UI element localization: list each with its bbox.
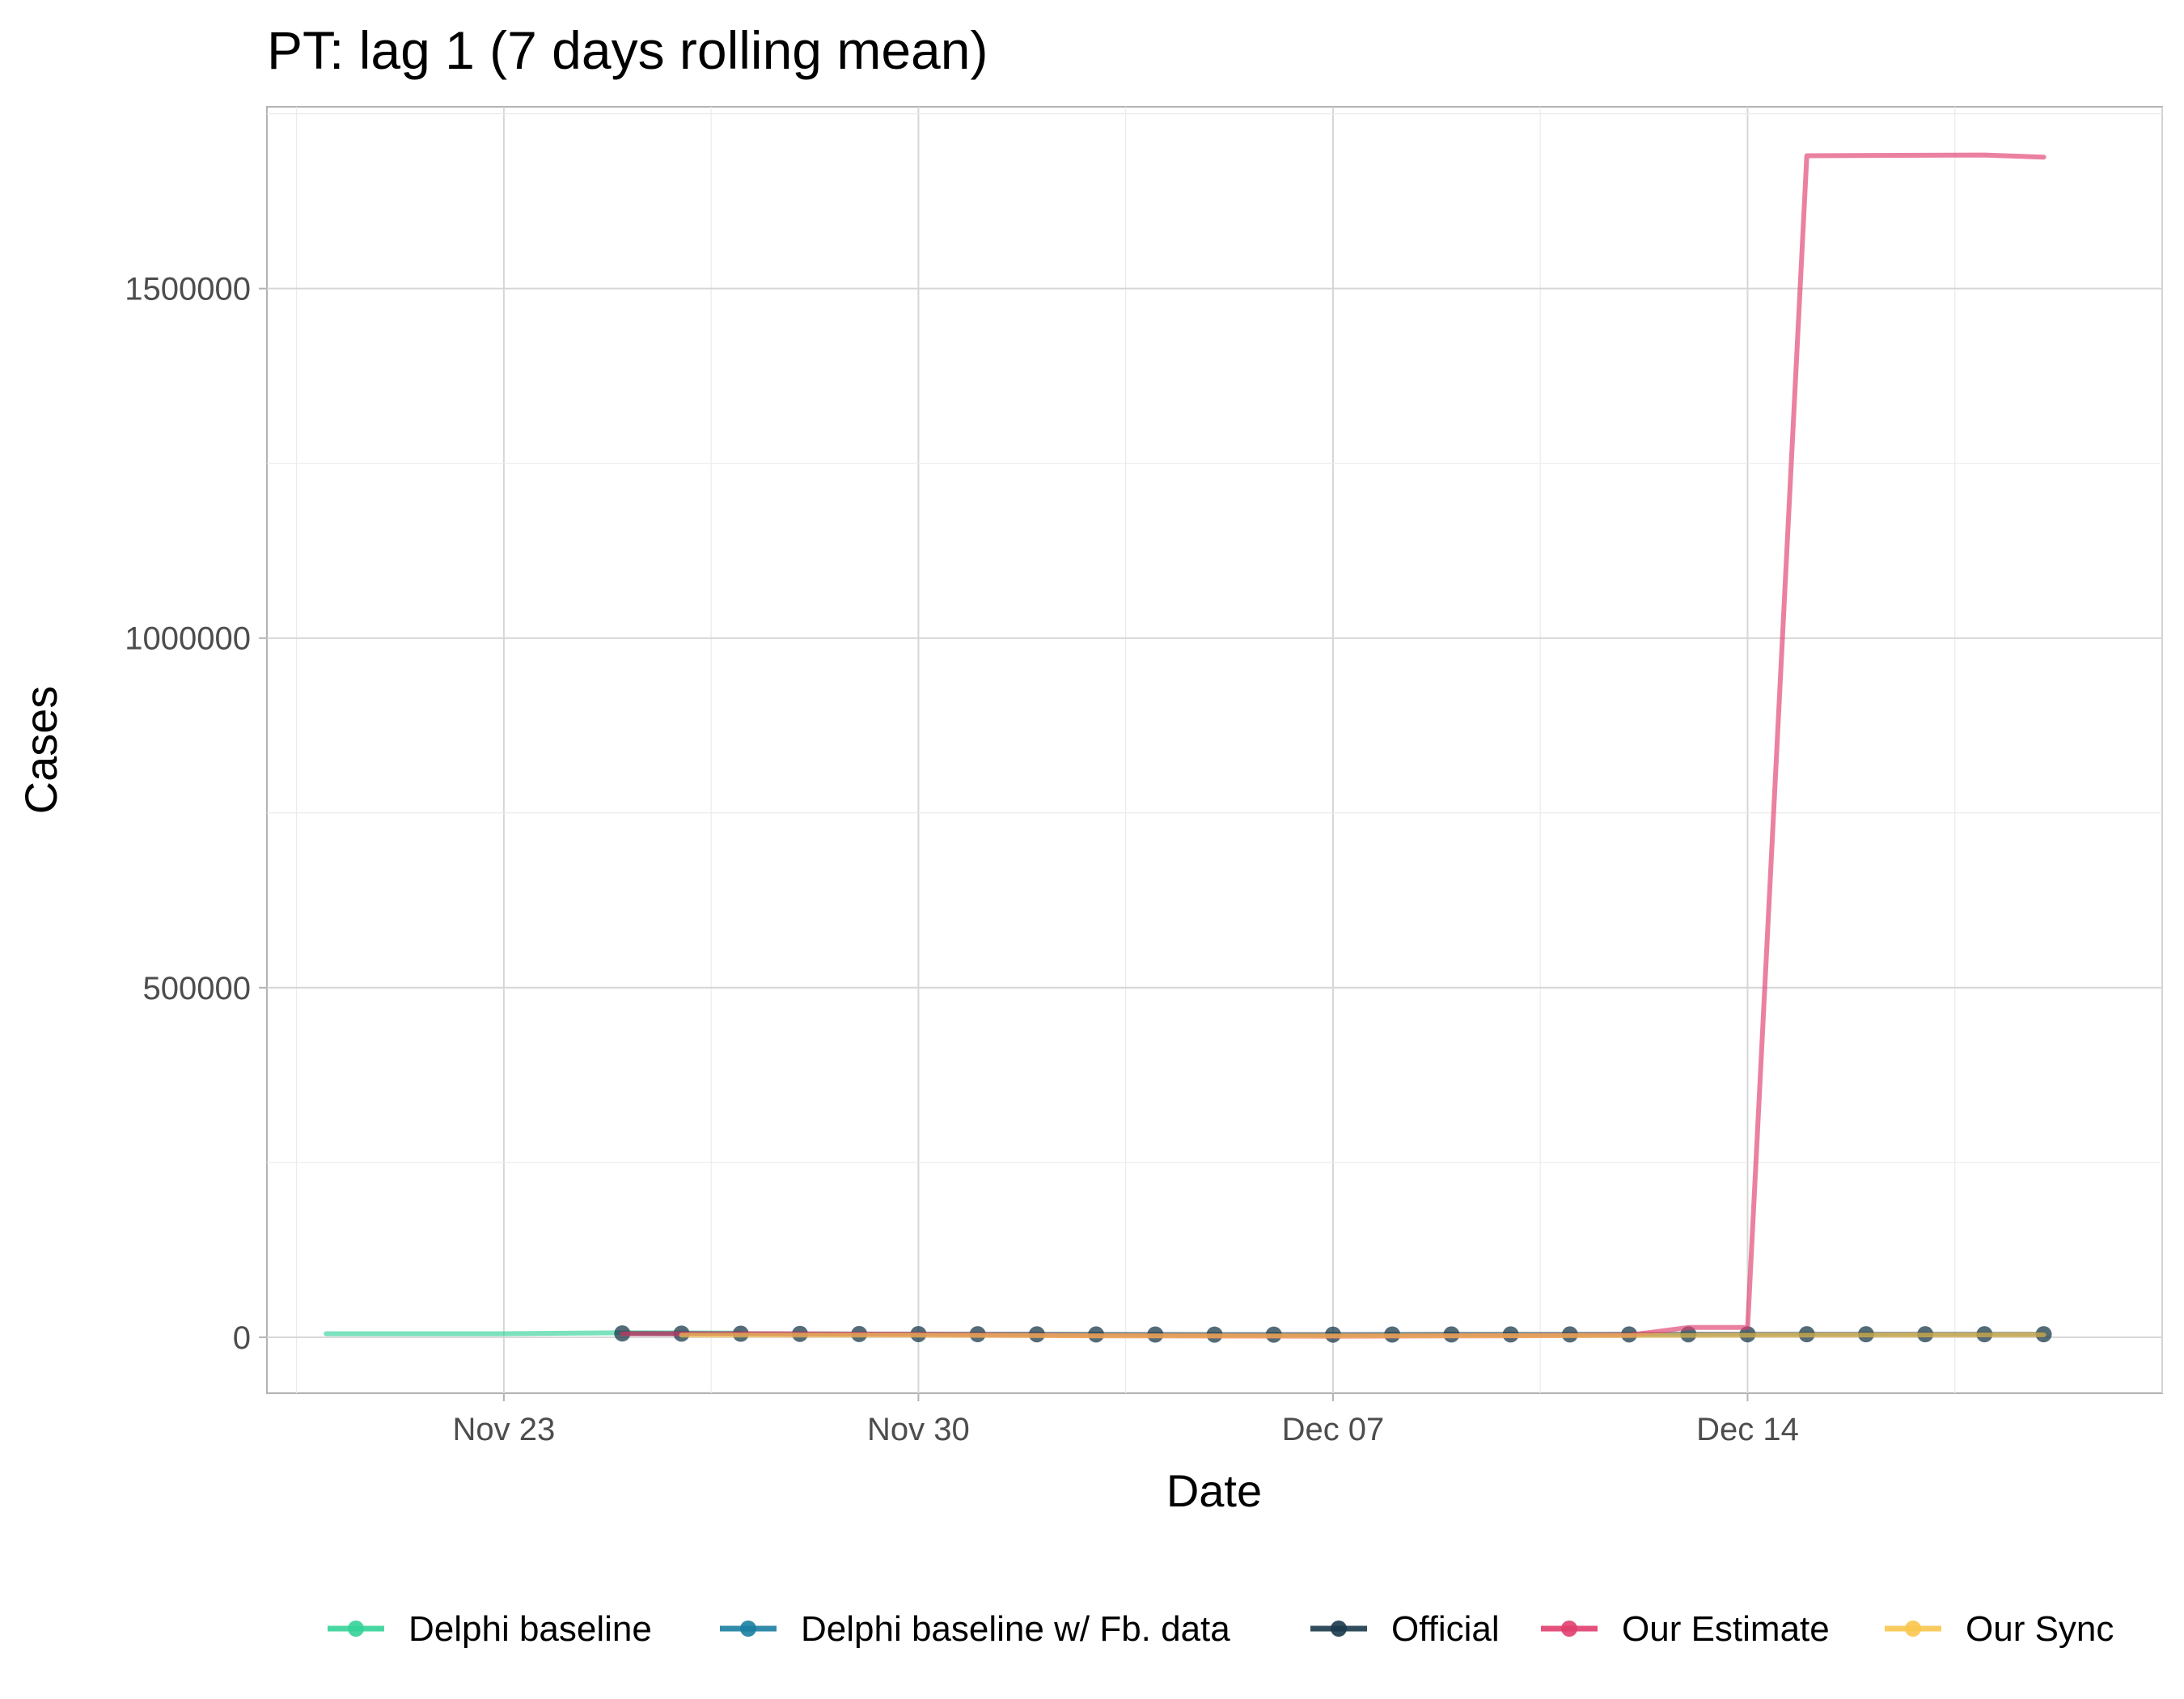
series-layer (324, 152, 2052, 1343)
legend-item: Our Sync (1885, 1609, 2114, 1649)
x-tick-label: Dec 07 (1282, 1412, 1385, 1447)
legend-label: Our Estimate (1622, 1609, 1830, 1649)
axis-ticks: Nov 23 Nov 30 Dec 07 Dec 14 0 500000 1000000 15… (125, 272, 1799, 1447)
legend-label: Delphi baseline (408, 1609, 652, 1649)
legend-key-point (740, 1621, 756, 1637)
x-tick-label: Nov 30 (867, 1412, 970, 1447)
legend-label: Delphi baseline w/ Fb. data (801, 1609, 1230, 1649)
chart-title: PT: lag 1 (7 days rolling mean) (267, 20, 988, 80)
x-tick-label: Dec 14 (1696, 1412, 1799, 1447)
legend-label: Our Sync (1966, 1609, 2114, 1649)
legend-key-point (348, 1621, 364, 1637)
plot-panel (266, 106, 2163, 1394)
grid (267, 107, 2163, 1393)
legend-key-point (1331, 1621, 1347, 1637)
y-tick-label: 500000 (143, 971, 251, 1006)
legend-key-point (1905, 1621, 1921, 1637)
legend-item: Delphi baseline (328, 1609, 652, 1649)
x-axis-title: Date (1166, 1465, 1262, 1516)
legend: Delphi baseline Delphi baseline w/ Fb. da… (328, 1609, 2114, 1649)
y-axis-title: Cases (15, 686, 66, 815)
y-tick-label: 0 (233, 1320, 251, 1356)
legend-key-point (1561, 1621, 1577, 1637)
x-tick-label: Nov 23 (453, 1412, 556, 1447)
series-line (679, 1332, 2046, 1339)
y-tick-label: 1500000 (125, 272, 251, 307)
legend-item: Official (1310, 1609, 1500, 1649)
y-tick-label: 1000000 (125, 621, 251, 657)
legend-item: Our Estimate (1541, 1609, 1830, 1649)
legend-label: Official (1391, 1609, 1500, 1649)
legend-item: Delphi baseline w/ Fb. data (720, 1609, 1230, 1649)
